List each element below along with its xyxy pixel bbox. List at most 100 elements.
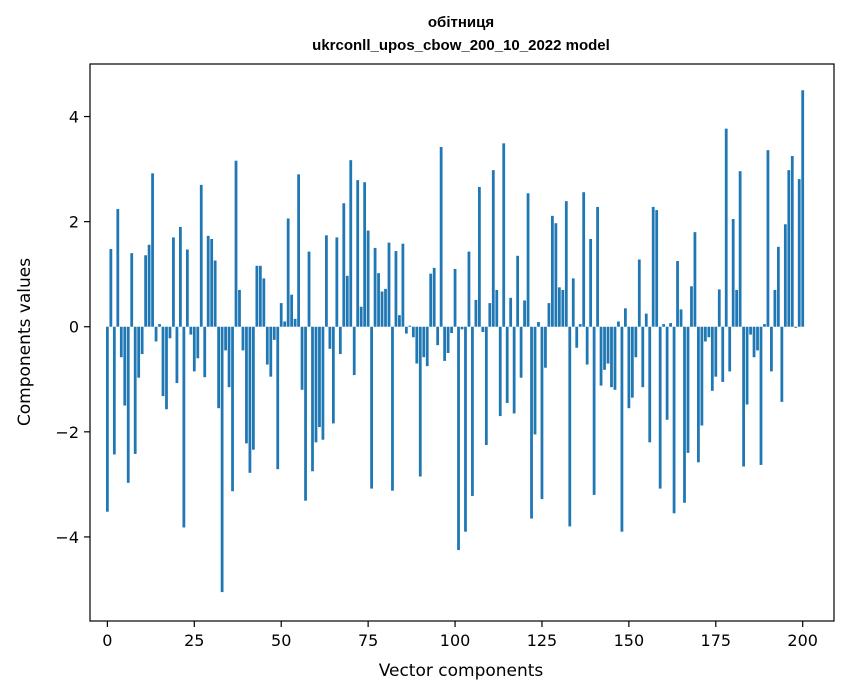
bar-20 (175, 326, 179, 383)
bar-184 (745, 326, 749, 405)
bar-21 (179, 226, 182, 327)
y-axis-ticks: −4 −2 0 2 4 (55, 108, 90, 547)
bar-71 (352, 326, 356, 376)
bar-123 (533, 326, 537, 435)
bar-116 (509, 297, 513, 327)
x-axis-label: Vector components (379, 661, 544, 681)
bar-25 (192, 326, 196, 372)
bar-154 (641, 326, 645, 388)
bar-96 (439, 147, 443, 327)
bar-63 (325, 235, 328, 327)
bar-9 (137, 326, 141, 378)
bar-146 (613, 326, 617, 390)
bar-67 (338, 326, 342, 355)
bar-199 (797, 179, 801, 327)
bar-24 (189, 326, 193, 335)
bar-30 (210, 238, 214, 327)
bar-134 (571, 278, 575, 327)
bar-2 (112, 326, 116, 455)
bar-159 (658, 326, 662, 489)
bar-16 (161, 326, 165, 397)
bar-142 (599, 326, 603, 386)
x-tick-label: 50 (271, 631, 291, 650)
bar-68 (342, 203, 346, 327)
bar-144 (606, 326, 610, 364)
bar-124 (537, 322, 540, 327)
bar-145 (610, 326, 613, 388)
bar-149 (624, 308, 627, 327)
bar-167 (686, 326, 690, 453)
bar-37 (234, 160, 238, 327)
bar-155 (644, 313, 648, 327)
bar-119 (519, 326, 523, 378)
bar-133 (568, 326, 572, 527)
bar-181 (735, 289, 739, 327)
bar-152 (634, 326, 638, 358)
bar-115 (505, 326, 509, 403)
bar-84 (398, 315, 401, 327)
bar-178 (724, 128, 728, 327)
bar-153 (637, 259, 641, 327)
bar-97 (443, 326, 447, 361)
bar-105 (471, 326, 474, 496)
bar-157 (651, 206, 655, 327)
bar-75 (366, 230, 370, 327)
bar-168 (690, 286, 693, 327)
bar-117 (512, 326, 516, 414)
chart-title: обітниця (428, 14, 494, 31)
bar-183 (742, 326, 745, 467)
bar-192 (773, 289, 777, 327)
bar-112 (495, 289, 499, 327)
bar-166 (683, 326, 686, 503)
bar-189 (763, 324, 766, 327)
bar-190 (766, 150, 770, 327)
y-tick-label: −2 (55, 423, 79, 442)
bar-28 (203, 326, 207, 378)
x-axis-ticks: 0 25 50 75 100 125 150 175 200 (102, 621, 818, 650)
bar-76 (370, 326, 373, 489)
bar-182 (738, 171, 742, 327)
bar-186 (752, 326, 756, 358)
bar-111 (491, 170, 495, 327)
x-tick-label: 25 (184, 631, 204, 650)
bar-87 (408, 325, 412, 327)
bar-29 (206, 235, 210, 327)
x-tick-label: 150 (614, 631, 645, 650)
bar-19 (172, 237, 175, 327)
bar-70 (349, 160, 353, 327)
bar-101 (457, 326, 460, 551)
bar-173 (707, 326, 711, 338)
bar-3 (116, 209, 120, 327)
bar-188 (759, 326, 763, 465)
bar-45 (262, 278, 266, 327)
bar-48 (272, 326, 276, 340)
bar-79 (380, 291, 384, 327)
bar-10 (140, 326, 144, 355)
bar-54 (293, 318, 297, 327)
bar-66 (335, 237, 339, 327)
bar-94 (432, 267, 436, 327)
bar-17 (165, 326, 168, 410)
bar-46 (265, 326, 269, 365)
bar-60 (314, 326, 318, 443)
bar-127 (547, 303, 551, 327)
bar-89 (415, 326, 419, 364)
plot-frame (89, 63, 835, 622)
bar-80 (384, 288, 387, 327)
bar-136 (578, 324, 582, 327)
bar-65 (331, 326, 335, 424)
bar-174 (710, 326, 714, 391)
bar-47 (269, 326, 273, 377)
bar-100 (453, 268, 457, 327)
bar-42 (252, 326, 255, 450)
bar-106 (474, 299, 478, 327)
bar-164 (676, 261, 679, 327)
bar-113 (498, 326, 502, 417)
bar-90 (418, 326, 422, 477)
bar-140 (592, 326, 596, 495)
bar-102 (460, 326, 464, 330)
bar-44 (258, 265, 262, 327)
bar-62 (321, 326, 325, 440)
bar-69 (345, 275, 349, 327)
